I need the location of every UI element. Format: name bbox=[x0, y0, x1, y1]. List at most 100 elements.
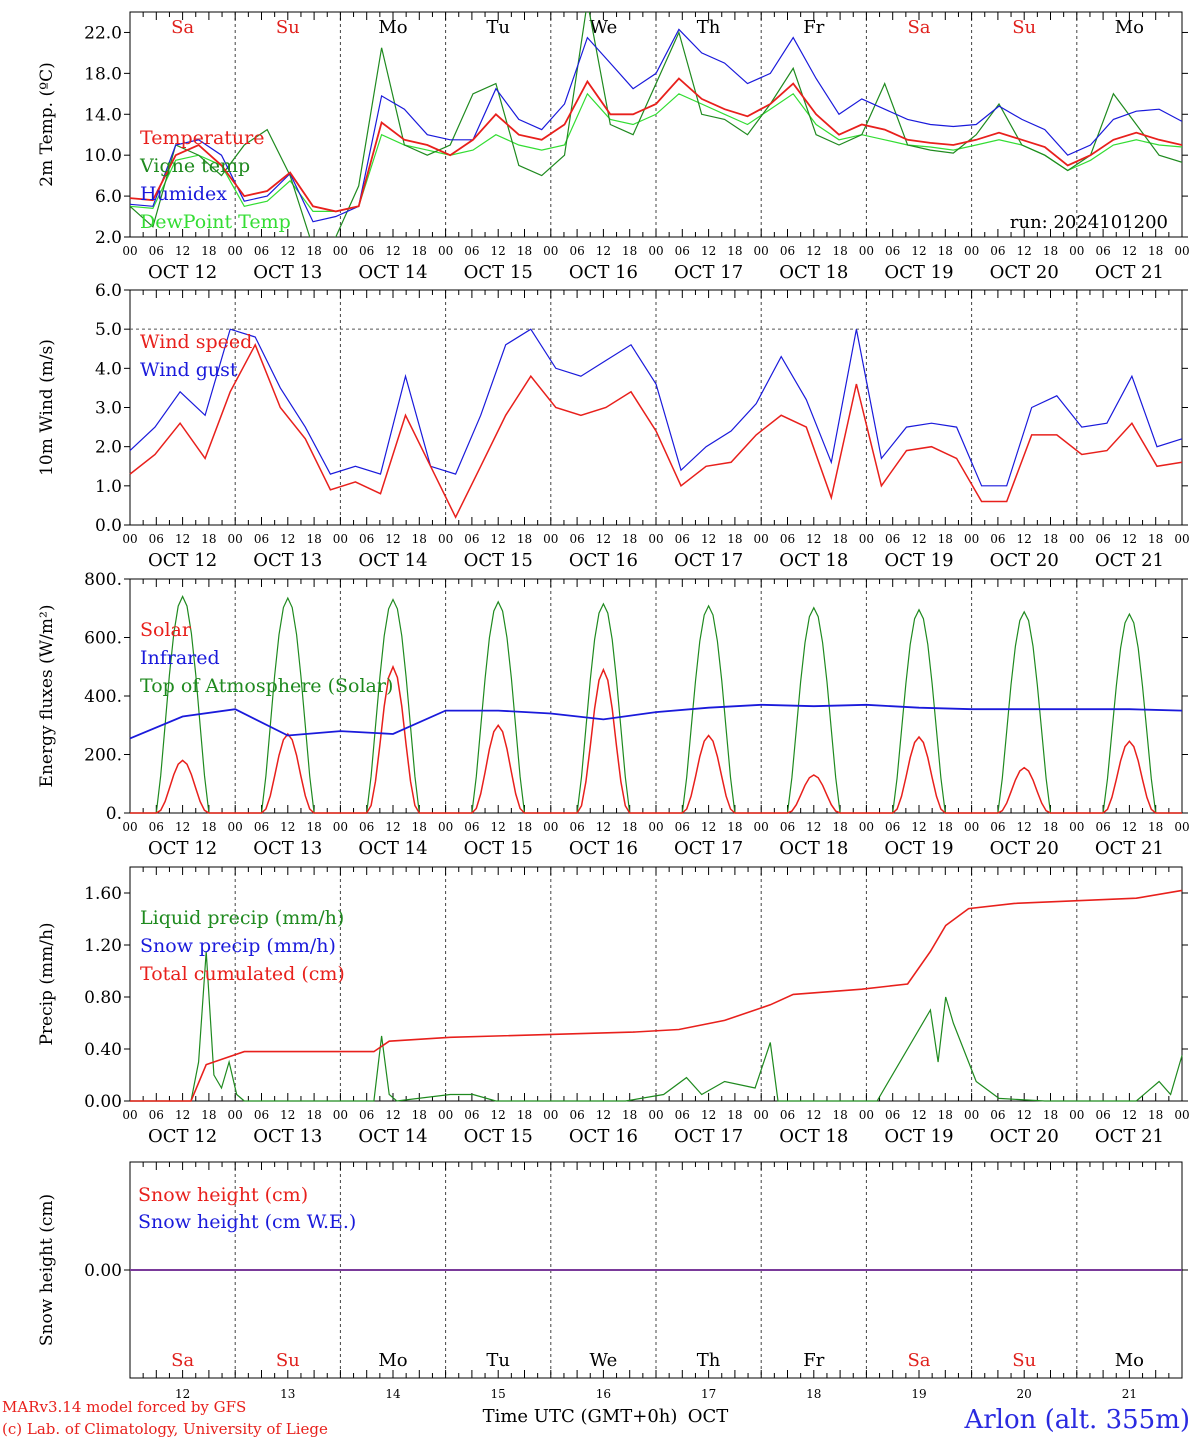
hour-tick-label: 00 bbox=[1174, 1108, 1189, 1122]
hour-tick-label: 06 bbox=[1095, 244, 1110, 258]
hour-tick-label: 12 bbox=[1017, 1108, 1032, 1122]
legend-entry: Temperature bbox=[140, 127, 264, 149]
hour-tick-label: 06 bbox=[675, 820, 690, 834]
y-tick-label: 400. bbox=[84, 687, 122, 707]
hour-tick-label: 18 bbox=[832, 244, 847, 258]
hour-tick-label: 06 bbox=[990, 244, 1005, 258]
legend-entry: Snow height (cm W.E.) bbox=[138, 1211, 356, 1233]
hour-tick-label: 00 bbox=[754, 244, 769, 258]
hour-tick-label: 18 bbox=[306, 532, 321, 546]
day-number-label: 14 bbox=[385, 1387, 401, 1401]
hour-tick-label: 00 bbox=[648, 820, 663, 834]
hour-tick-label: 06 bbox=[885, 532, 900, 546]
y-tick-label: 0.80 bbox=[84, 988, 122, 1008]
hour-tick-label: 12 bbox=[491, 532, 506, 546]
legend-entry: Humidex bbox=[140, 183, 227, 205]
y-tick-label: 600. bbox=[84, 629, 122, 649]
hour-tick-label: 12 bbox=[596, 244, 611, 258]
date-label: OCT 18 bbox=[779, 1126, 848, 1147]
hour-tick-label: 12 bbox=[596, 532, 611, 546]
hour-tick-label: 18 bbox=[306, 1108, 321, 1122]
hour-tick-label: 06 bbox=[359, 820, 374, 834]
date-label: OCT 20 bbox=[990, 838, 1059, 859]
hour-tick-label: 18 bbox=[517, 244, 532, 258]
y-tick-label: 3.0 bbox=[95, 399, 122, 419]
hour-tick-label: 00 bbox=[964, 820, 979, 834]
day-number-label: 17 bbox=[701, 1387, 716, 1401]
hour-tick-label: 12 bbox=[911, 1108, 926, 1122]
hour-tick-label: 18 bbox=[727, 244, 742, 258]
series-line-liquid-precip bbox=[130, 951, 1183, 1102]
day-name-label: We bbox=[590, 1350, 618, 1371]
hour-tick-label: 00 bbox=[754, 532, 769, 546]
day-number-label: 13 bbox=[280, 1387, 295, 1401]
y-tick-label: 5.0 bbox=[95, 320, 122, 340]
hour-tick-label: 00 bbox=[648, 532, 663, 546]
hour-tick-label: 12 bbox=[701, 244, 716, 258]
legend-entry: Liquid precip (mm/h) bbox=[140, 907, 344, 929]
legend-entry: Top of Atmosphere (Solar) bbox=[140, 675, 393, 697]
hour-tick-label: 00 bbox=[122, 1108, 137, 1122]
day-name-label: Th bbox=[697, 1350, 721, 1371]
panels: 00 06 12 18 00 06 12 18 00 06 12 18 00 06 12 18 00 06 12 18… bbox=[37, 11, 1190, 1401]
day-name-label: Fr bbox=[803, 1350, 824, 1371]
hour-tick-label: 18 bbox=[306, 244, 321, 258]
date-label: OCT 13 bbox=[253, 1126, 322, 1147]
hour-tick-label: 00 bbox=[122, 244, 137, 258]
hour-tick-label: 18 bbox=[727, 820, 742, 834]
hour-tick-label: 18 bbox=[622, 820, 637, 834]
hour-tick-label: 18 bbox=[1148, 532, 1163, 546]
station-name: Arlon (alt. 355m) bbox=[963, 1405, 1190, 1435]
hour-tick-label: 00 bbox=[543, 820, 558, 834]
hour-tick-label: 06 bbox=[780, 532, 795, 546]
hour-tick-label: 18 bbox=[1043, 820, 1058, 834]
y-tick-label: 0.00 bbox=[84, 1092, 122, 1112]
day-name-label: Mo bbox=[1115, 17, 1144, 38]
hour-tick-label: 12 bbox=[701, 820, 716, 834]
hour-tick-label: 00 bbox=[1174, 532, 1189, 546]
hour-tick-label: 12 bbox=[911, 820, 926, 834]
y-tick-label: 1.60 bbox=[84, 884, 122, 904]
hour-tick-label: 18 bbox=[412, 532, 427, 546]
hour-tick-label: 06 bbox=[149, 820, 164, 834]
hour-tick-label: 00 bbox=[438, 532, 453, 546]
hour-tick-label: 12 bbox=[1017, 244, 1032, 258]
date-label: OCT 20 bbox=[990, 550, 1059, 571]
hour-tick-label: 00 bbox=[122, 532, 137, 546]
hour-tick-label: 00 bbox=[333, 820, 348, 834]
day-name-label: Su bbox=[1012, 1350, 1036, 1371]
y-tick-label: 2.0 bbox=[95, 438, 122, 458]
date-label: OCT 21 bbox=[1095, 1126, 1164, 1147]
date-label: OCT 17 bbox=[674, 262, 743, 283]
hour-tick-label: 06 bbox=[569, 244, 584, 258]
hour-tick-label: 12 bbox=[175, 532, 190, 546]
date-label: OCT 14 bbox=[358, 838, 427, 859]
hour-tick-label: 12 bbox=[1017, 820, 1032, 834]
hour-tick-label: 18 bbox=[201, 1108, 216, 1122]
y-tick-label: 0.40 bbox=[84, 1040, 122, 1060]
hour-tick-label: 12 bbox=[701, 532, 716, 546]
hour-tick-label: 18 bbox=[832, 820, 847, 834]
hour-tick-label: 12 bbox=[596, 820, 611, 834]
hour-tick-label: 12 bbox=[1122, 532, 1137, 546]
hour-tick-label: 06 bbox=[464, 1108, 479, 1122]
hour-tick-label: 00 bbox=[859, 1108, 874, 1122]
hour-tick-label: 00 bbox=[333, 532, 348, 546]
hour-tick-label: 12 bbox=[175, 820, 190, 834]
hour-tick-label: 12 bbox=[491, 820, 506, 834]
day-name-label: Su bbox=[276, 1350, 300, 1371]
date-label: OCT 12 bbox=[148, 1126, 217, 1147]
hour-tick-label: 12 bbox=[701, 1108, 716, 1122]
date-label: OCT 18 bbox=[779, 550, 848, 571]
hour-tick-label: 06 bbox=[569, 1108, 584, 1122]
hour-tick-label: 18 bbox=[517, 1108, 532, 1122]
hour-tick-label: 12 bbox=[1122, 820, 1137, 834]
hour-tick-label: 06 bbox=[464, 532, 479, 546]
hour-tick-label: 12 bbox=[806, 820, 821, 834]
y-tick-label: 1.0 bbox=[95, 477, 122, 497]
hour-tick-label: 18 bbox=[938, 244, 953, 258]
hour-tick-label: 12 bbox=[280, 532, 295, 546]
hour-tick-label: 00 bbox=[754, 1108, 769, 1122]
hour-tick-label: 18 bbox=[306, 820, 321, 834]
hour-tick-label: 12 bbox=[1122, 244, 1137, 258]
